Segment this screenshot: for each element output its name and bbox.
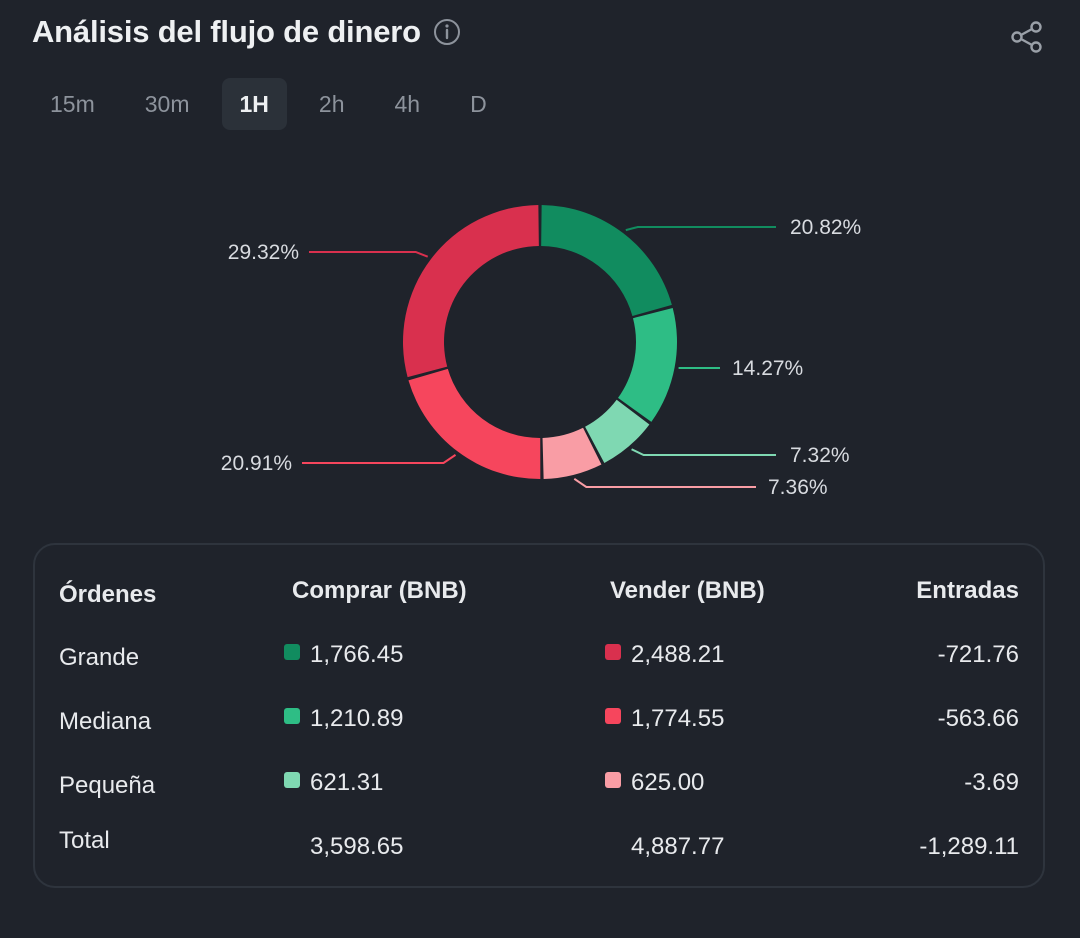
leader-line <box>302 454 457 464</box>
row-label-large: Grande <box>59 644 140 671</box>
buy-amount: 1,210.89 <box>310 705 404 732</box>
tab-1h[interactable]: 1H <box>221 78 287 130</box>
inflow-total: -1,289.11 <box>919 833 1019 860</box>
money-flow-donut-chart: 20.82% 14.27% 7.32% 7.36% 20.91% 29.32% <box>221 205 861 499</box>
buy-color-swatch <box>284 644 300 660</box>
sell-total: 4,887.77 <box>631 833 725 860</box>
donut-slice <box>403 205 539 378</box>
tab-15m[interactable]: 15m <box>50 91 95 117</box>
inflow-value-small: -3.69 <box>964 769 1019 796</box>
row-label-total: Total <box>59 827 110 854</box>
donut-slice <box>408 368 541 480</box>
page-title: Análisis del flujo de dinero <box>32 14 421 49</box>
donut-slice <box>585 399 650 463</box>
slice-percent-label: 7.32% <box>790 444 850 467</box>
donut-slice <box>542 427 602 479</box>
sell-amount: 625.00 <box>631 769 705 796</box>
inflow-value-large: -721.76 <box>937 641 1019 668</box>
leader-line <box>631 448 776 456</box>
buy-amount: 1,766.45 <box>310 641 404 668</box>
orders-table: Órdenes Comprar (BNB) Vender (BNB) Entra… <box>33 543 1045 888</box>
slice-percent-label: 20.91% <box>221 452 292 475</box>
tab-d[interactable]: D <box>470 91 487 117</box>
donut-slice <box>541 205 672 316</box>
buy-amount: 621.31 <box>310 769 384 796</box>
sell-color-swatch <box>605 644 621 660</box>
sell-color-swatch <box>605 772 621 788</box>
leader-line <box>309 251 429 258</box>
row-label-small: Pequeña <box>59 772 156 799</box>
buy-color-swatch <box>284 708 300 724</box>
slice-percent-label: 29.32% <box>228 241 299 264</box>
sell-value-medium: 1,774.55 <box>605 705 724 733</box>
header-buy: Comprar (BNB) <box>292 577 467 604</box>
leader-line <box>573 477 756 488</box>
buy-total: 3,598.65 <box>310 833 404 860</box>
sell-amount: 1,774.55 <box>631 705 725 732</box>
row-label-medium: Mediana <box>59 708 152 735</box>
sell-value-small: 625.00 <box>605 769 704 797</box>
header: Análisis del flujo de dinero <box>32 14 461 50</box>
buy-value-medium: 1,210.89 <box>284 705 403 733</box>
tab-30m[interactable]: 30m <box>144 91 190 117</box>
header-inflow: Entradas <box>916 577 1019 604</box>
sell-amount: 2,488.21 <box>631 641 725 668</box>
buy-color-swatch <box>284 772 300 788</box>
sell-value-large: 2,488.21 <box>605 641 724 669</box>
slice-percent-label: 7.36% <box>768 476 828 499</box>
header-orders: Órdenes <box>59 581 157 608</box>
tab-2h[interactable]: 2h <box>318 91 345 117</box>
donut-slice <box>618 308 678 422</box>
sell-color-swatch <box>605 708 621 724</box>
slice-percent-label: 14.27% <box>732 357 803 380</box>
info-icon[interactable] <box>433 18 461 46</box>
tab-4h[interactable]: 4h <box>394 91 421 117</box>
header-sell: Vender (BNB) <box>610 577 765 604</box>
share-icon[interactable] <box>1010 20 1044 54</box>
inflow-value-medium: -563.66 <box>937 705 1019 732</box>
buy-value-small: 621.31 <box>284 769 383 797</box>
slice-percent-label: 20.82% <box>790 216 861 239</box>
leader-line <box>625 226 776 232</box>
buy-value-large: 1,766.45 <box>284 641 403 669</box>
timeframe-tabs: 15m 30m 1H 2h 4h D <box>32 78 519 130</box>
